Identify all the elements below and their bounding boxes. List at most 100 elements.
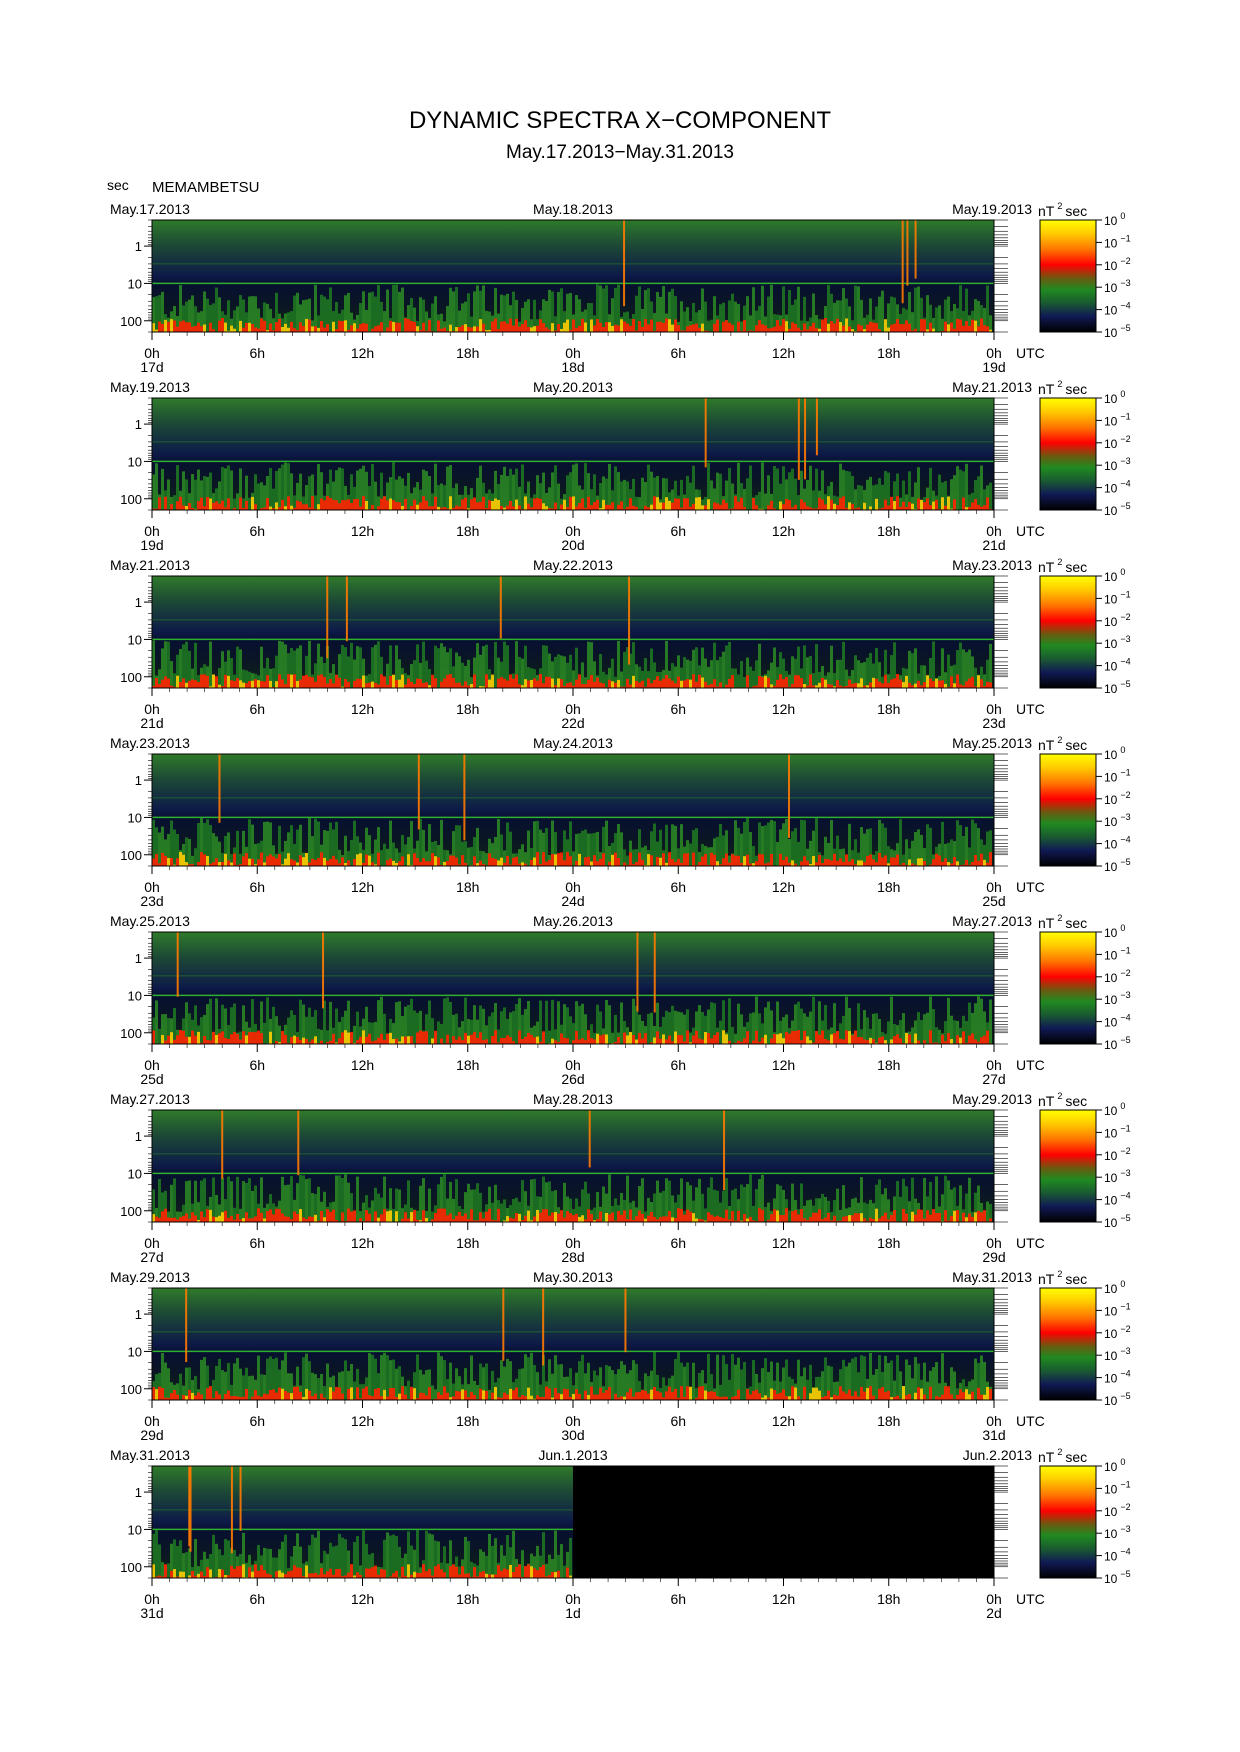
spectrum-cell <box>968 1002 971 1044</box>
spectrum-cell <box>728 998 731 1044</box>
spectrum-cell <box>914 648 917 688</box>
spectrum-cell <box>227 330 230 332</box>
spectrum-cell <box>368 855 371 866</box>
spectrum-cell <box>386 500 389 510</box>
end-date-label: May.25.2013 <box>952 735 1032 751</box>
spectrum-cell <box>221 467 224 510</box>
spectrum-cell <box>485 508 488 510</box>
spectrum-cell <box>365 675 368 688</box>
spectrum-cell <box>827 842 830 866</box>
spectrum-cell <box>311 1372 314 1400</box>
spectrum-cell <box>314 326 317 332</box>
spectrum-cell <box>185 837 188 866</box>
spectrum-cell <box>500 661 503 688</box>
spectrum-cell <box>773 1390 776 1400</box>
spectrum-cell <box>707 685 710 688</box>
colorbar-tick-label: 10 −2 <box>1104 790 1131 807</box>
spectrum-cell <box>917 467 920 510</box>
spectrum-cell <box>539 483 542 510</box>
spectrum-cell <box>944 858 947 866</box>
spectrum-cell <box>308 298 311 332</box>
spectrum-cell <box>572 464 575 510</box>
spectrum-cell <box>341 1393 344 1400</box>
spectrum-cell <box>257 843 260 866</box>
spectrum-cell <box>284 323 287 332</box>
colorbar-tick-label: 10 −3 <box>1104 990 1131 1007</box>
spectrum-cell <box>704 1220 707 1222</box>
spectrum-cell <box>704 1208 707 1222</box>
spectrum-cell <box>977 1041 980 1044</box>
spectrum-cell <box>380 322 383 332</box>
spectrum-cell <box>203 1035 206 1044</box>
spectrum-cell <box>680 862 683 866</box>
spectrum-cell <box>380 498 383 510</box>
spectrum-cell <box>461 499 464 510</box>
colorbar-tick-label: 10 −2 <box>1104 256 1131 273</box>
spectrum-cell <box>848 1031 851 1044</box>
spectrum-cell <box>794 323 797 332</box>
x-tick-label: 0h <box>986 701 1002 717</box>
spectrum-cell <box>521 464 524 510</box>
spectrum-cell <box>194 479 197 510</box>
spectrum-cell <box>968 1035 971 1044</box>
spectrum-cell <box>191 1392 194 1400</box>
spectrum-cell <box>476 1183 479 1222</box>
spectrum-cell <box>275 502 278 510</box>
spectrum-cell <box>764 1007 767 1044</box>
spectrum-cell <box>293 860 296 866</box>
spectrum-cell <box>158 1028 161 1044</box>
spectrum-cell <box>677 858 680 866</box>
spectrum-cell <box>830 1211 833 1222</box>
spectrum-cell <box>695 323 698 332</box>
spectrum-cell <box>938 1383 941 1400</box>
spectrum-cell <box>311 836 314 866</box>
spectrum-cell <box>857 286 860 332</box>
spectrum-cell <box>638 1381 641 1400</box>
spectrum-cell <box>662 1216 665 1222</box>
spectrum-cell <box>845 685 848 688</box>
spectrum-cell <box>491 1370 494 1400</box>
spectrum-cell <box>224 853 227 866</box>
spectrum-cell <box>404 684 407 688</box>
spectrum-cell <box>758 1179 761 1222</box>
spectrum-cell <box>152 1387 155 1400</box>
spectrum-cell <box>944 505 947 510</box>
spectrum-cell <box>614 833 617 866</box>
spectrum-cell <box>383 676 386 688</box>
spectrum-cell <box>281 1388 284 1400</box>
spectrum-cell <box>266 997 269 1044</box>
spectrum-cell <box>737 1389 740 1400</box>
spectrum-cell <box>437 1352 440 1400</box>
spectrum-cell <box>659 1038 662 1044</box>
mid-date-label: May.28.2013 <box>533 1091 613 1107</box>
spectrum-cell <box>284 858 287 866</box>
spectrum-cell <box>317 675 320 688</box>
spectrum-cell <box>563 311 566 332</box>
spectrum-cell <box>881 1036 884 1044</box>
spectrum-cell <box>260 1033 263 1044</box>
spectrum-cell <box>989 682 992 688</box>
spectrum-cell <box>725 645 728 688</box>
spectrum-cell <box>824 836 827 866</box>
spectrum-cell <box>608 1214 611 1222</box>
spectrum-cell <box>455 505 458 510</box>
colorbar-tick-label: 10 −1 <box>1104 1301 1131 1318</box>
spectrum-cell <box>656 1219 659 1222</box>
spectrum-cell <box>491 1035 494 1044</box>
spectrum-cell <box>923 1218 926 1222</box>
spectrum-cell <box>698 1372 701 1400</box>
spectrum-cell <box>446 1392 449 1400</box>
spectrum-cell <box>473 1380 476 1400</box>
spectrum-cell <box>380 1197 383 1222</box>
spectrum-cell <box>251 1031 254 1044</box>
spectrum-cell <box>392 674 395 688</box>
spectrum-cell <box>638 497 641 510</box>
spectrum-cell <box>326 1209 329 1222</box>
spectrum-cell <box>356 678 359 688</box>
spectrum-cell <box>305 1219 308 1222</box>
spectrum-cell <box>470 499 473 510</box>
spectrum-cell <box>173 829 176 866</box>
spectrum-cell <box>422 682 425 688</box>
spectrum-cell <box>449 1181 452 1222</box>
